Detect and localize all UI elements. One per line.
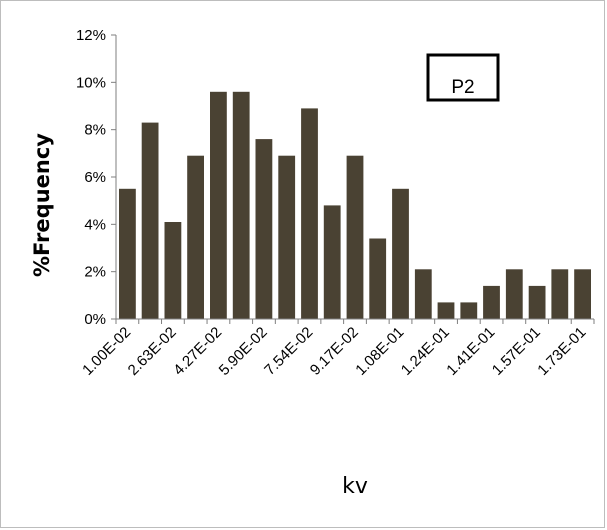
y-tick-label: 8% — [84, 122, 106, 139]
bar-12 — [369, 238, 387, 319]
bars-group — [119, 91, 591, 320]
x-tick-label: 5.90E-02 — [216, 324, 271, 379]
x-tick-label: 1.00E-02 — [79, 324, 134, 379]
y-tick-label: 12% — [76, 27, 106, 44]
y-tick-label: 6% — [84, 169, 106, 186]
bar-16 — [460, 302, 478, 319]
bar-21 — [574, 269, 591, 319]
x-tick-label: 2.63E-02 — [125, 324, 180, 379]
bar-8 — [278, 155, 296, 319]
bar-9 — [301, 108, 318, 320]
x-tick-label: 1.57E-01 — [489, 324, 544, 379]
y-axis: 0% 2% 4% 6% 8% 10% 12% — [76, 27, 117, 328]
bar-4 — [187, 155, 204, 319]
bar-6 — [232, 91, 250, 319]
y-axis-title: %Frequency — [30, 133, 54, 277]
bar-10 — [323, 205, 341, 319]
x-tick-label: 1.41E-01 — [443, 324, 498, 379]
x-tick-label: 1.08E-01 — [352, 324, 407, 379]
bar-17 — [483, 285, 500, 319]
bar-11 — [346, 155, 364, 319]
x-tick-label: 4.27E-02 — [170, 324, 225, 379]
bar-13 — [392, 188, 409, 319]
y-tick-label: 2% — [84, 264, 106, 281]
bar-7 — [255, 139, 273, 319]
bar-1 — [119, 188, 136, 319]
bar-18 — [505, 269, 523, 319]
x-axis-title: kv — [342, 474, 368, 499]
annotation-label: P2 — [451, 77, 474, 98]
x-tick-label: 9.17E-02 — [307, 324, 362, 379]
y-tick-label: 10% — [76, 74, 106, 91]
y-tick-label: 4% — [84, 216, 106, 233]
bar-19 — [528, 285, 546, 319]
bar-15 — [437, 302, 455, 319]
x-tick-label: 7.54E-02 — [261, 324, 316, 379]
bar-14 — [414, 269, 432, 319]
annotation-box: P2 — [426, 53, 500, 102]
x-tick-label: 1.24E-01 — [398, 324, 453, 379]
bar-5 — [210, 91, 227, 319]
y-tick-label: 0% — [84, 311, 106, 328]
x-axis: 1.00E-022.63E-024.27E-025.90E-027.54E-02… — [79, 318, 595, 379]
bar-3 — [164, 222, 182, 319]
x-tick-label: 1.73E-01 — [534, 324, 589, 379]
bar-2 — [141, 122, 159, 319]
bar-20 — [551, 269, 569, 319]
